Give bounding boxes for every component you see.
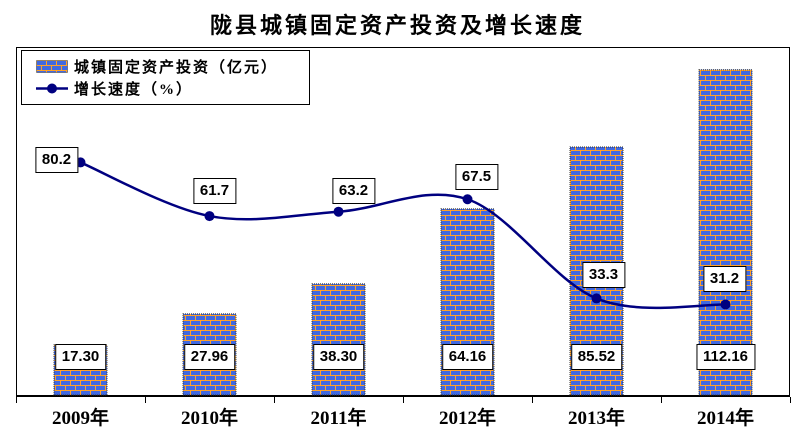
legend-item-growth: 增长速度（%）: [36, 79, 309, 99]
line-value-label-2010年: 61.7: [192, 178, 237, 205]
x-axis-label-2014年: 2014年: [696, 408, 754, 429]
bar-value-label-2012年: 64.16: [441, 344, 494, 370]
growth-point-2014年: [720, 299, 731, 310]
legend-item-investment: 城镇固定资产投资（亿元）: [36, 56, 309, 76]
bar-2014年: [698, 69, 753, 396]
line-value-label-2011年: 63.2: [331, 177, 376, 204]
x-axis-label-2013年: 2013年: [567, 408, 625, 429]
line-value-label-2013年: 33.3: [581, 262, 626, 289]
chart-title: 陇县城镇固定资产投资及增长速度: [209, 13, 585, 38]
bar-value-label-2009年: 17.30: [54, 344, 107, 370]
x-axis-label-2012年: 2012年: [438, 408, 496, 429]
bar-value-label-2010年: 27.96: [183, 344, 236, 370]
x-axis-label-2009年: 2009年: [51, 408, 109, 429]
growth-point-2012年: [462, 194, 473, 205]
line-value-label-2014年: 31.2: [702, 265, 747, 292]
bar-series-swatch-icon: [36, 59, 68, 73]
legend-label-investment: 城镇固定资产投资（亿元）: [74, 59, 279, 76]
growth-point-2011年: [333, 206, 344, 217]
growth-point-2010年: [204, 211, 215, 222]
line-series-swatch-icon: [36, 83, 68, 94]
x-axis-label-2010年: 2010年: [180, 408, 238, 429]
line-value-label-2012年: 67.5: [454, 164, 499, 191]
bar-value-label-2011年: 38.30: [312, 344, 365, 370]
growth-point-2013年: [591, 293, 602, 304]
growth-line: [80, 161, 726, 310]
legend-label-growth: 增长速度（%）: [74, 82, 194, 99]
bar-2011年: [311, 283, 366, 396]
legend: 城镇固定资产投资（亿元） 增长速度（%）: [21, 50, 310, 105]
x-axis-label-2011年: 2011年: [310, 408, 367, 429]
bar-value-label-2013年: 85.52: [570, 344, 623, 370]
bar-value-label-2014年: 112.16: [695, 344, 756, 370]
line-value-label-2009年: 80.2: [34, 147, 79, 174]
